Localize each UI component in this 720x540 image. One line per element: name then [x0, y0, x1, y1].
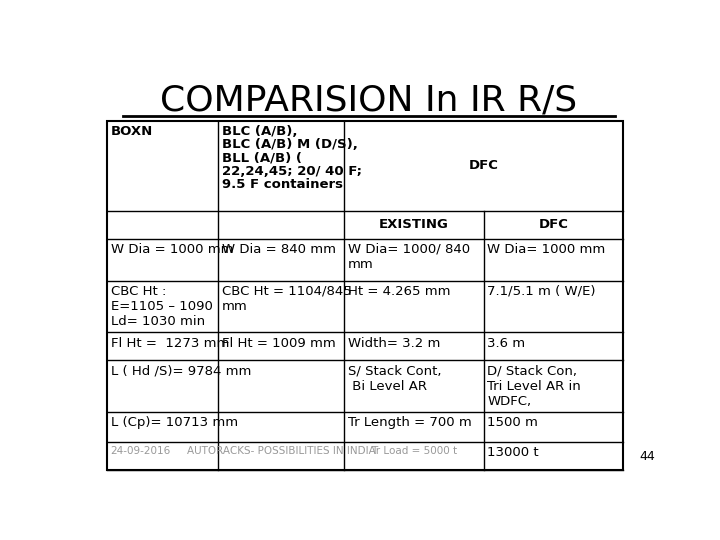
Bar: [107, 121, 623, 470]
Text: 3.6 m: 3.6 m: [487, 336, 526, 350]
Text: EXISTING: EXISTING: [379, 218, 449, 231]
Text: 9.5 F containers: 9.5 F containers: [222, 178, 343, 191]
Text: W Dia = 1000 mm: W Dia = 1000 mm: [111, 243, 233, 256]
Text: D/ Stack Con,
Tri Level AR in
WDFC,: D/ Stack Con, Tri Level AR in WDFC,: [487, 364, 581, 408]
Text: BLC (A/B) M (D/S),: BLC (A/B) M (D/S),: [222, 138, 358, 151]
Text: Fl Ht = 1009 mm: Fl Ht = 1009 mm: [222, 336, 336, 350]
Text: Width= 3.2 m: Width= 3.2 m: [348, 336, 441, 350]
Text: COMPARISION In IR R/S: COMPARISION In IR R/S: [161, 84, 577, 118]
Text: BOXN: BOXN: [111, 125, 153, 138]
Text: Ht = 4.265 mm: Ht = 4.265 mm: [348, 285, 451, 298]
Text: DFC: DFC: [539, 218, 568, 231]
Text: S/ Stack Cont,
 Bi Level AR: S/ Stack Cont, Bi Level AR: [348, 364, 441, 393]
Text: 24-09-2016: 24-09-2016: [111, 447, 171, 456]
Text: L ( Hd /S)= 9784 mm: L ( Hd /S)= 9784 mm: [111, 364, 251, 377]
Text: W Dia= 1000/ 840
mm: W Dia= 1000/ 840 mm: [348, 243, 470, 271]
Text: W Dia= 1000 mm: W Dia= 1000 mm: [487, 243, 606, 256]
Text: W Dia = 840 mm: W Dia = 840 mm: [222, 243, 336, 256]
Text: 13000 t: 13000 t: [487, 447, 539, 460]
Text: CBC Ht = 1104/845
mm: CBC Ht = 1104/845 mm: [222, 285, 351, 313]
Text: L (Cp)= 10713 mm: L (Cp)= 10713 mm: [111, 416, 238, 429]
Text: AUTORACKS- POSSIBILITIES IN INDIA: AUTORACKS- POSSIBILITIES IN INDIA: [186, 447, 375, 456]
Text: BLC (A/B),: BLC (A/B),: [222, 125, 297, 138]
Text: CBC Ht :
E=1105 – 1090
Ld= 1030 min: CBC Ht : E=1105 – 1090 Ld= 1030 min: [111, 285, 212, 328]
Text: Tr Load = 5000 t: Tr Load = 5000 t: [371, 447, 457, 456]
Text: 44: 44: [639, 450, 655, 463]
Text: Tr Length = 700 m: Tr Length = 700 m: [348, 416, 472, 429]
Text: 7.1/5.1 m ( W/E): 7.1/5.1 m ( W/E): [487, 285, 596, 298]
Text: DFC: DFC: [469, 159, 498, 172]
Text: 22,24,45; 20/ 40 F;: 22,24,45; 20/ 40 F;: [222, 165, 361, 178]
Text: BLL (A/B) (: BLL (A/B) (: [222, 152, 302, 165]
Text: Fl Ht =  1273 mm: Fl Ht = 1273 mm: [111, 336, 229, 350]
Text: 1500 m: 1500 m: [487, 416, 539, 429]
